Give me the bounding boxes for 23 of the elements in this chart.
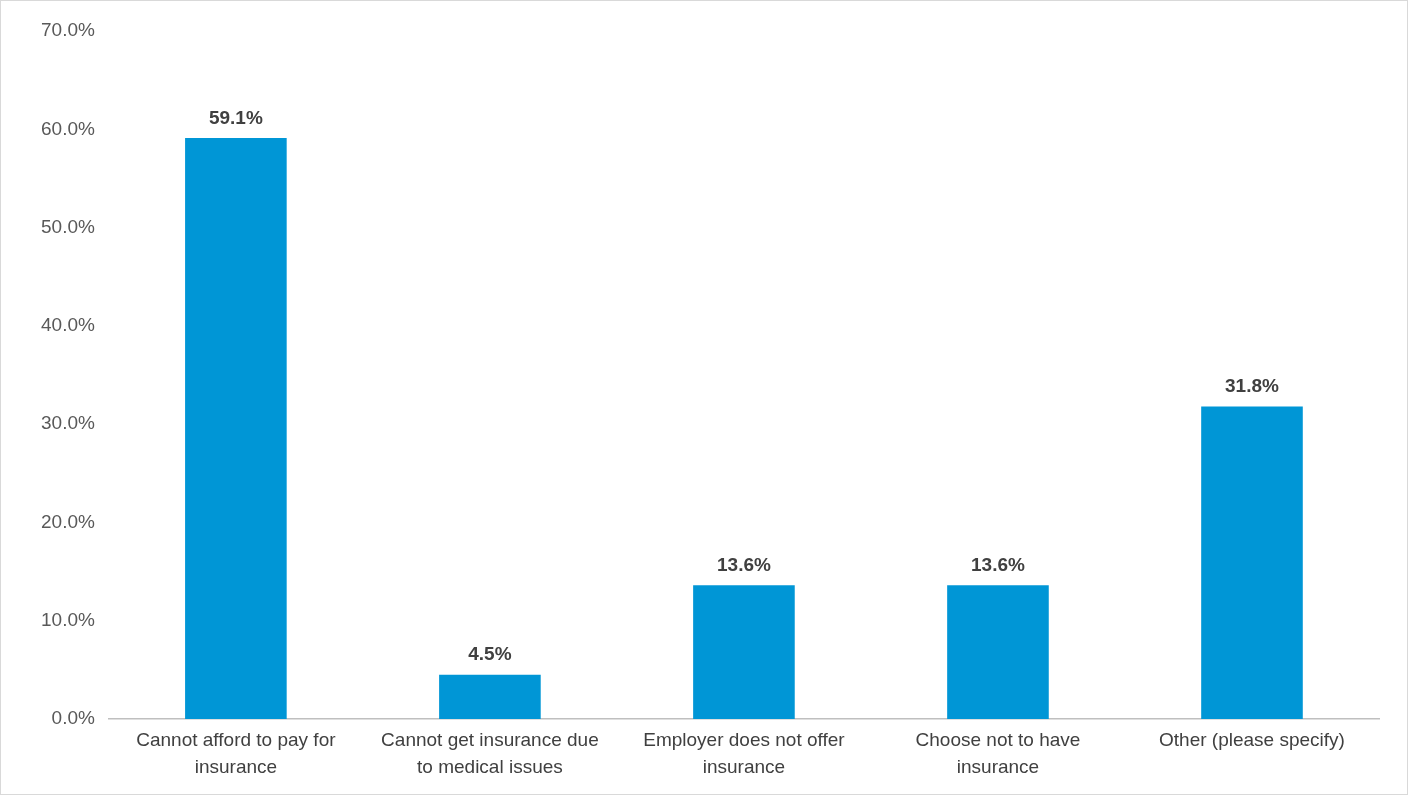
y-tick-label: 30.0% bbox=[41, 412, 95, 434]
x-tick-label: Employer does not offer insurance bbox=[643, 728, 846, 778]
bar bbox=[185, 138, 287, 719]
data-label: 59.1% bbox=[208, 106, 263, 128]
y-tick-label: 70.0% bbox=[41, 19, 95, 41]
data-label: 13.6% bbox=[971, 553, 1025, 575]
y-tick-label: 50.0% bbox=[41, 215, 95, 237]
bar bbox=[947, 585, 1049, 719]
x-tick-label: Other (please specify) bbox=[1159, 728, 1345, 750]
x-tick-label: Cannot get insurance due to medical issues bbox=[381, 728, 599, 778]
bar bbox=[693, 585, 795, 719]
x-tick-label: Cannot afford to pay for insurance bbox=[136, 728, 337, 778]
bar bbox=[1201, 406, 1303, 719]
data-label: 4.5% bbox=[468, 643, 512, 665]
bar bbox=[439, 674, 541, 719]
y-tick-label: 40.0% bbox=[41, 314, 95, 336]
x-tick-label: Choose not to have insurance bbox=[915, 728, 1081, 778]
y-tick-label: 10.0% bbox=[41, 608, 95, 630]
y-tick-label: 60.0% bbox=[41, 117, 95, 139]
data-label: 31.8% bbox=[1225, 375, 1280, 397]
y-tick-label: 0.0% bbox=[51, 707, 95, 729]
data-label: 13.6% bbox=[717, 553, 771, 575]
y-tick-label: 20.0% bbox=[41, 510, 95, 532]
